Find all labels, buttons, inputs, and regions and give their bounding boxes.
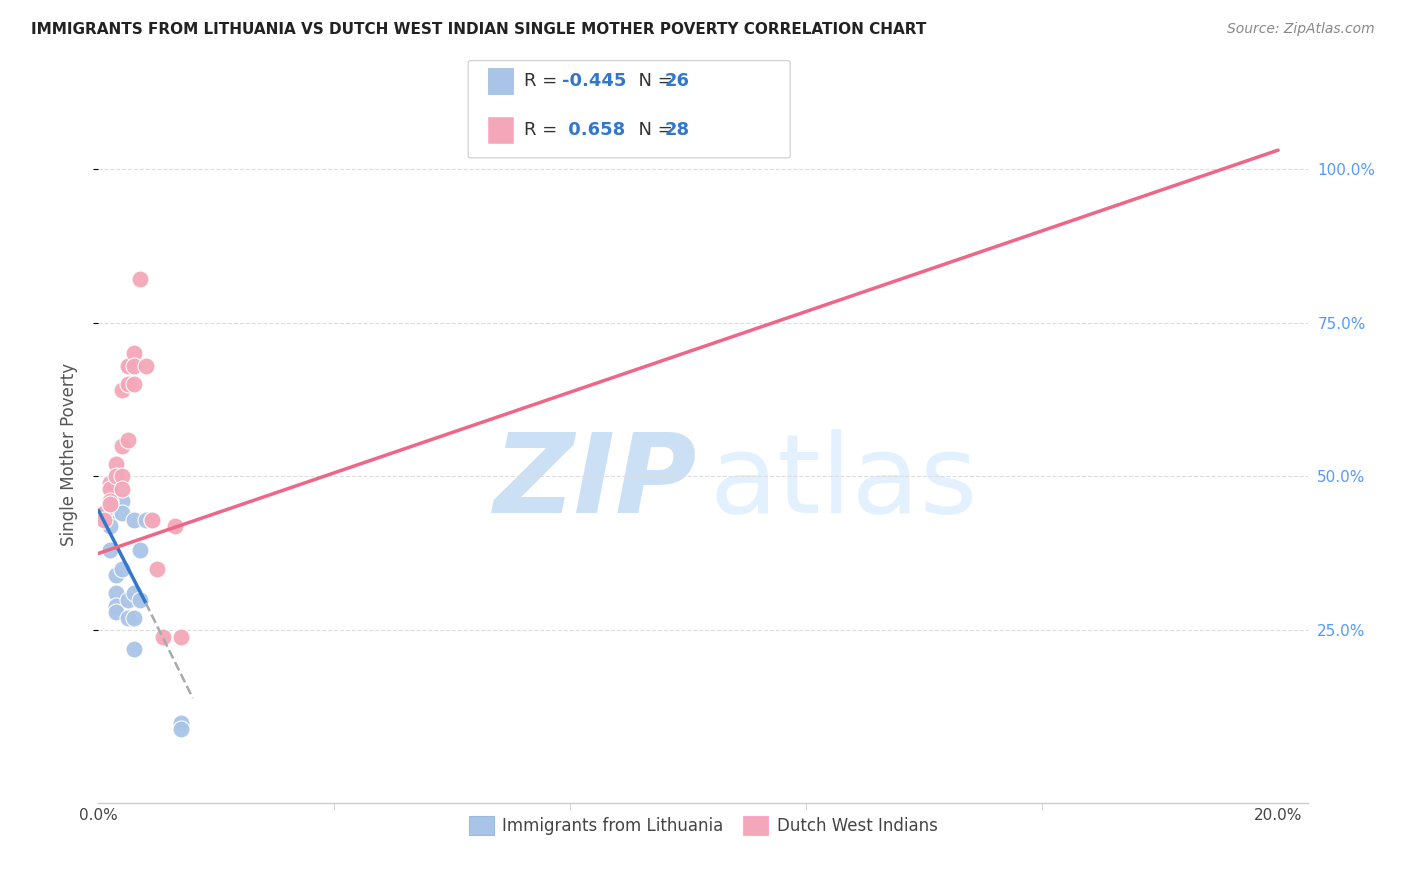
Point bbox=[98, 518, 121, 533]
Point bbox=[122, 611, 145, 625]
Point bbox=[128, 543, 150, 558]
Text: N =: N = bbox=[627, 72, 679, 90]
Point bbox=[111, 507, 134, 521]
Point bbox=[98, 500, 121, 515]
Point bbox=[98, 543, 121, 558]
Point bbox=[117, 592, 139, 607]
Point bbox=[146, 562, 169, 576]
Point bbox=[117, 433, 139, 447]
Point bbox=[93, 512, 115, 526]
Point bbox=[111, 439, 134, 453]
Point bbox=[170, 722, 193, 736]
Point bbox=[152, 630, 174, 644]
Point bbox=[122, 641, 145, 656]
Point bbox=[93, 509, 115, 524]
Point bbox=[111, 482, 134, 496]
Point bbox=[98, 482, 121, 496]
Point bbox=[122, 359, 145, 373]
Text: -0.445: -0.445 bbox=[562, 72, 627, 90]
Point bbox=[141, 512, 163, 526]
Text: 0.658: 0.658 bbox=[562, 121, 626, 139]
Text: 26: 26 bbox=[665, 72, 690, 90]
Legend: Immigrants from Lithuania, Dutch West Indians: Immigrants from Lithuania, Dutch West In… bbox=[460, 807, 946, 843]
Text: atlas: atlas bbox=[709, 429, 977, 536]
Point bbox=[98, 475, 121, 490]
Point bbox=[98, 494, 121, 508]
Text: R =: R = bbox=[524, 121, 564, 139]
Point bbox=[165, 518, 187, 533]
Point bbox=[122, 346, 145, 360]
Y-axis label: Single Mother Poverty: Single Mother Poverty bbox=[59, 363, 77, 547]
Point bbox=[141, 512, 163, 526]
Text: 28: 28 bbox=[665, 121, 690, 139]
Point bbox=[105, 457, 128, 471]
Point bbox=[135, 512, 157, 526]
Point bbox=[111, 562, 134, 576]
Point bbox=[98, 500, 121, 515]
Text: Source: ZipAtlas.com: Source: ZipAtlas.com bbox=[1227, 22, 1375, 37]
Point bbox=[111, 384, 134, 398]
Point bbox=[128, 272, 150, 286]
Point bbox=[93, 507, 115, 521]
Point bbox=[111, 494, 134, 508]
Point bbox=[117, 359, 139, 373]
Point bbox=[117, 359, 139, 373]
Point bbox=[105, 586, 128, 600]
Point bbox=[122, 586, 145, 600]
Text: IMMIGRANTS FROM LITHUANIA VS DUTCH WEST INDIAN SINGLE MOTHER POVERTY CORRELATION: IMMIGRANTS FROM LITHUANIA VS DUTCH WEST … bbox=[31, 22, 927, 37]
Point bbox=[98, 507, 121, 521]
Point bbox=[170, 630, 193, 644]
Point bbox=[111, 469, 134, 483]
Point bbox=[117, 377, 139, 392]
Text: N =: N = bbox=[627, 121, 679, 139]
Point bbox=[93, 507, 115, 521]
Point bbox=[122, 377, 145, 392]
Point bbox=[105, 568, 128, 582]
Point bbox=[105, 469, 128, 483]
Point bbox=[122, 512, 145, 526]
Point bbox=[98, 497, 121, 511]
Point bbox=[105, 605, 128, 619]
Point bbox=[105, 599, 128, 613]
Text: R =: R = bbox=[524, 72, 564, 90]
Text: ZIP: ZIP bbox=[494, 429, 697, 536]
Point bbox=[128, 592, 150, 607]
Point bbox=[93, 512, 115, 526]
Point bbox=[117, 611, 139, 625]
Point bbox=[170, 715, 193, 730]
Point bbox=[135, 359, 157, 373]
